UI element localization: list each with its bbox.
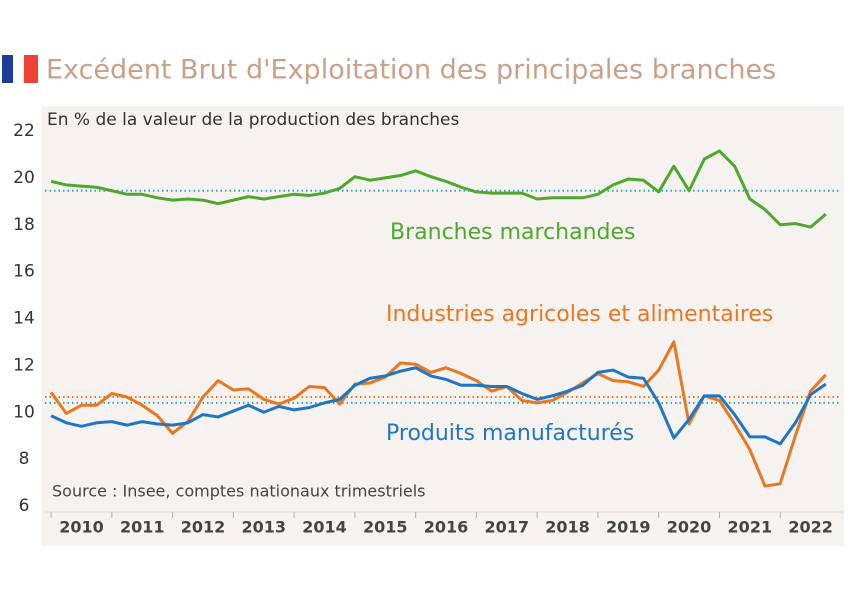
y-tick-label: 10 xyxy=(13,402,35,422)
flag-red xyxy=(24,55,38,83)
y-tick-label: 22 xyxy=(13,121,35,141)
series-label: Industries agricoles et alimentaires xyxy=(386,302,773,327)
chart-title: Excédent Brut d'Exploitation des princip… xyxy=(46,55,776,86)
x-tick-label: 2010 xyxy=(59,518,104,537)
x-tick-label: 2017 xyxy=(485,518,530,537)
y-tick-label: 8 xyxy=(19,449,30,469)
x-tick-label: 2011 xyxy=(120,518,165,537)
chart-subtitle: En % de la valeur de la production des b… xyxy=(47,110,459,130)
x-tick-label: 2021 xyxy=(728,518,773,537)
series-label: Produits manufacturés xyxy=(386,421,634,446)
x-tick-label: 2013 xyxy=(241,518,286,537)
flag-blue xyxy=(2,55,13,83)
x-tick-label: 2022 xyxy=(788,518,833,537)
y-tick-label: 12 xyxy=(13,355,35,375)
x-tick-label: 2016 xyxy=(424,518,469,537)
x-tick-label: 2015 xyxy=(363,518,408,537)
y-tick-label: 18 xyxy=(13,215,35,235)
flag-white xyxy=(13,55,24,83)
y-tick-label: 6 xyxy=(19,496,30,516)
source: Source : Insee, comptes nationaux trimes… xyxy=(52,482,426,501)
x-tick-label: 2020 xyxy=(667,518,712,537)
x-tick-label: 2012 xyxy=(181,518,226,537)
x-tick-label: 2018 xyxy=(545,518,590,537)
x-tick-label: 2014 xyxy=(302,518,347,537)
y-tick-label: 16 xyxy=(13,262,35,282)
series-line xyxy=(50,366,827,446)
x-tick-label: 2019 xyxy=(606,518,651,537)
y-tick-label: 14 xyxy=(13,309,35,329)
y-tick-label: 20 xyxy=(13,168,35,188)
series-label: Branches marchandes xyxy=(390,220,636,245)
series-line xyxy=(50,149,827,229)
